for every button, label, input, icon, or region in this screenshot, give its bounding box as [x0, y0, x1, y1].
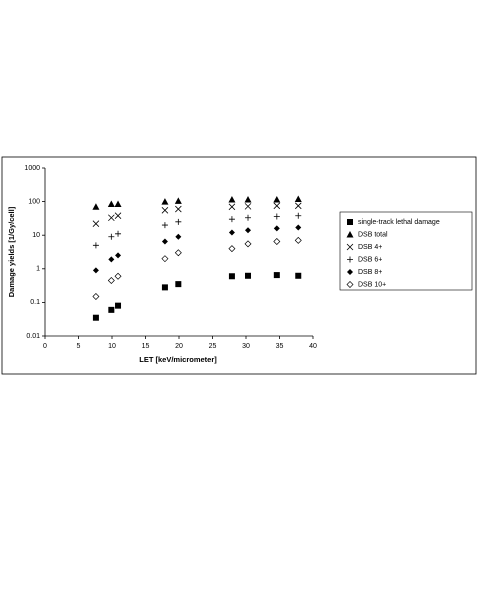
marker: [107, 276, 115, 284]
marker: [245, 214, 252, 221]
marker: [107, 200, 115, 207]
marker: [347, 256, 353, 263]
marker: [273, 202, 281, 210]
marker: [347, 219, 353, 225]
marker: [346, 243, 354, 251]
marker: [108, 214, 115, 222]
marker: [175, 233, 182, 240]
marker: [228, 245, 236, 253]
marker: [175, 281, 182, 288]
marker: [228, 196, 236, 203]
marker: [228, 203, 236, 211]
x-tick-label: 0: [43, 343, 47, 350]
marker: [161, 222, 168, 229]
marker: [273, 213, 280, 220]
marker: [92, 292, 100, 300]
marker: [295, 224, 302, 231]
legend-label: single-track lethal damage: [358, 219, 440, 226]
marker: [161, 207, 169, 214]
legend-label: DSB 6+: [358, 256, 382, 263]
x-tick-label: 35: [276, 343, 284, 350]
marker: [161, 255, 169, 263]
marker: [294, 236, 302, 244]
legend-box: [339, 211, 473, 291]
marker: [115, 302, 122, 309]
marker: [114, 272, 122, 280]
marker: [347, 269, 353, 275]
marker: [174, 197, 182, 204]
marker: [295, 212, 302, 219]
x-tick-label: 15: [142, 343, 150, 350]
marker: [346, 281, 354, 288]
y-tick-label: 1000: [24, 165, 40, 172]
marker: [245, 227, 252, 234]
y-tick-label: 1: [36, 266, 40, 273]
legend-label: DSB 10+: [358, 281, 386, 288]
marker: [228, 229, 235, 236]
x-tick-label: 40: [309, 343, 317, 350]
marker: [228, 273, 235, 280]
marker: [115, 230, 122, 237]
x-tick-label: 25: [209, 343, 217, 350]
legend-label: DSB total: [358, 231, 388, 238]
marker: [295, 272, 302, 279]
marker: [244, 240, 252, 248]
marker: [294, 202, 302, 210]
marker: [245, 272, 252, 279]
marker: [346, 231, 354, 238]
marker: [108, 233, 115, 240]
x-tick-label: 20: [175, 343, 183, 350]
marker: [273, 196, 281, 203]
x-tick-label: 10: [108, 343, 116, 350]
marker: [115, 252, 122, 259]
marker: [273, 237, 281, 245]
marker: [114, 200, 122, 207]
x-tick-label: 30: [242, 343, 250, 350]
marker: [175, 218, 182, 225]
marker: [108, 256, 115, 263]
marker: [161, 198, 169, 205]
marker: [92, 267, 99, 274]
x-axis-label: LET [keV/micrometer]: [139, 355, 217, 364]
marker: [174, 249, 182, 257]
y-tick-label: 100: [28, 198, 40, 205]
marker: [294, 195, 302, 202]
marker: [175, 205, 182, 213]
marker: [161, 284, 168, 291]
y-axis-label: Damage yields [1/Gy/cell]: [7, 206, 16, 297]
marker: [161, 238, 168, 245]
marker: [114, 212, 122, 220]
marker: [108, 306, 115, 313]
marker: [92, 203, 100, 210]
marker: [228, 216, 235, 223]
marker: [273, 272, 280, 279]
y-tick-label: 0.1: [30, 299, 40, 306]
marker: [244, 203, 252, 210]
marker: [273, 225, 280, 232]
y-tick-label: 0.01: [26, 333, 40, 340]
legend-label: DSB 8+: [358, 269, 382, 276]
marker: [92, 220, 100, 227]
x-tick-label: 5: [77, 343, 81, 350]
marker: [244, 196, 252, 203]
marker: [92, 314, 99, 321]
y-tick-label: 10: [32, 232, 40, 239]
marker: [92, 242, 99, 249]
legend-label: DSB 4+: [358, 244, 382, 251]
